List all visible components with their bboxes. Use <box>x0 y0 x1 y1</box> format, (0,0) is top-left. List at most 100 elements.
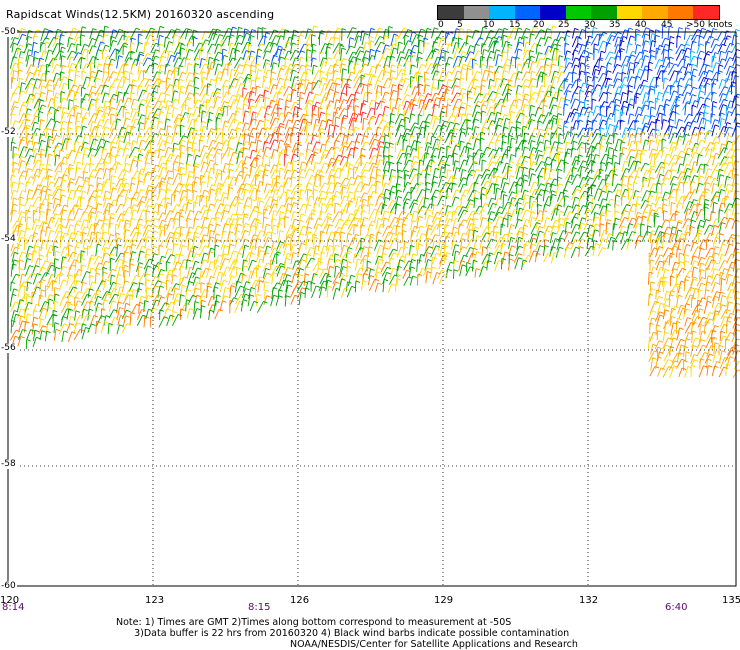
wind-barb-tick <box>365 141 370 144</box>
wind-barb-tick <box>633 170 638 173</box>
wind-barb <box>404 153 408 166</box>
wind-barb-tick <box>706 82 711 85</box>
wind-barb-tick <box>533 26 538 30</box>
wind-barb-tick <box>265 32 271 35</box>
wind-barb-tick <box>189 170 194 174</box>
wind-barb-tick <box>352 51 358 54</box>
wind-barb-tick <box>483 49 488 52</box>
wind-barb-tick <box>86 76 91 79</box>
wind-barb-tick <box>516 126 521 130</box>
wind-barb <box>481 119 487 132</box>
wind-barb-tick <box>435 70 440 73</box>
wind-barb-tick <box>610 112 615 116</box>
wind-barb-tick <box>238 94 243 97</box>
wind-barb <box>264 134 271 145</box>
wind-barb <box>661 91 666 102</box>
wind-barb <box>214 169 219 179</box>
wind-barb <box>585 153 591 166</box>
wind-barb <box>703 119 707 131</box>
wind-barb <box>515 112 521 123</box>
wind-barb-tick <box>678 118 683 122</box>
wind-barb-tick <box>13 92 18 95</box>
wind-barb <box>514 27 519 40</box>
wind-barb-tick <box>204 189 209 193</box>
wind-barb <box>660 146 665 159</box>
wind-barb <box>47 57 54 68</box>
wind-barb <box>641 27 647 39</box>
wind-barb-tick <box>273 42 278 46</box>
wind-barb-tick <box>723 147 728 150</box>
wind-barb <box>641 123 646 133</box>
wind-barb-tick <box>308 160 313 163</box>
wind-barb-tick <box>585 55 591 59</box>
wind-barb-tick <box>299 34 305 37</box>
wind-barb-tick <box>419 39 424 43</box>
wind-barb-tick <box>312 113 317 116</box>
wind-barb <box>215 127 218 139</box>
wind-barb-tick <box>436 138 441 141</box>
wind-barb-tick <box>127 188 133 192</box>
wind-barb <box>229 78 235 89</box>
wind-barb-tick <box>338 154 343 158</box>
wind-barb-tick <box>538 154 544 157</box>
wind-barb-tick <box>359 70 364 73</box>
wind-barb <box>450 92 458 104</box>
wind-barb-tick <box>583 183 589 187</box>
wind-barb <box>633 76 637 89</box>
wind-barb-tick <box>384 105 390 109</box>
wind-barb <box>201 71 203 83</box>
wind-barb <box>611 104 617 118</box>
wind-barb <box>719 93 723 103</box>
wind-barb-tick <box>63 76 68 79</box>
wind-barb <box>67 99 70 110</box>
wind-barb-tick <box>107 55 112 58</box>
wind-barb-tick <box>385 134 390 137</box>
wind-barb-tick <box>649 134 654 137</box>
wind-barb-tick <box>385 44 390 47</box>
wind-barb-tick <box>40 163 45 166</box>
wind-barb <box>137 114 142 125</box>
wind-barb <box>627 134 632 147</box>
wind-barb <box>256 106 262 119</box>
wind-barb <box>663 104 666 116</box>
wind-barb-tick <box>265 163 270 167</box>
wind-barb-tick <box>431 135 437 139</box>
wind-barb-tick <box>602 114 607 118</box>
wind-barb-tick <box>354 97 359 101</box>
wind-barb <box>677 171 682 180</box>
wind-barb-tick <box>60 34 65 37</box>
wind-barb <box>348 112 354 125</box>
wind-barb-tick <box>411 64 416 67</box>
wind-barb <box>276 68 282 81</box>
wind-barb-tick <box>67 137 72 141</box>
wind-barb <box>626 62 631 75</box>
wind-barb <box>424 99 430 110</box>
wind-barb-tick <box>557 112 563 116</box>
wind-barb-tick <box>292 34 297 37</box>
wind-barb-tick <box>372 75 377 78</box>
wind-barb-tick <box>511 191 516 194</box>
wind-barb <box>634 161 638 172</box>
wind-barb-tick <box>380 41 385 45</box>
wind-barb-tick <box>229 84 234 88</box>
wind-barb <box>634 29 637 41</box>
wind-barb-tick <box>104 161 109 164</box>
wind-barb <box>481 147 488 159</box>
wind-barb-tick <box>485 168 491 172</box>
legend-label: 35 <box>609 20 621 30</box>
wind-barb-tick <box>468 173 473 177</box>
wind-barb-tick <box>726 106 731 109</box>
wind-barb <box>102 118 109 130</box>
wind-barb <box>102 161 106 173</box>
wind-barb-tick <box>295 190 300 193</box>
wind-barb <box>438 97 442 109</box>
wind-barb-tick <box>454 106 460 109</box>
wind-barb <box>247 118 254 131</box>
wind-barb-tick <box>63 156 69 159</box>
wind-barb-tick <box>462 102 467 105</box>
wind-barb-tick <box>463 183 468 186</box>
wind-barb <box>555 124 559 138</box>
wind-barb-tick <box>736 113 740 116</box>
wind-barb <box>234 76 241 89</box>
wind-barb-tick <box>471 135 476 138</box>
